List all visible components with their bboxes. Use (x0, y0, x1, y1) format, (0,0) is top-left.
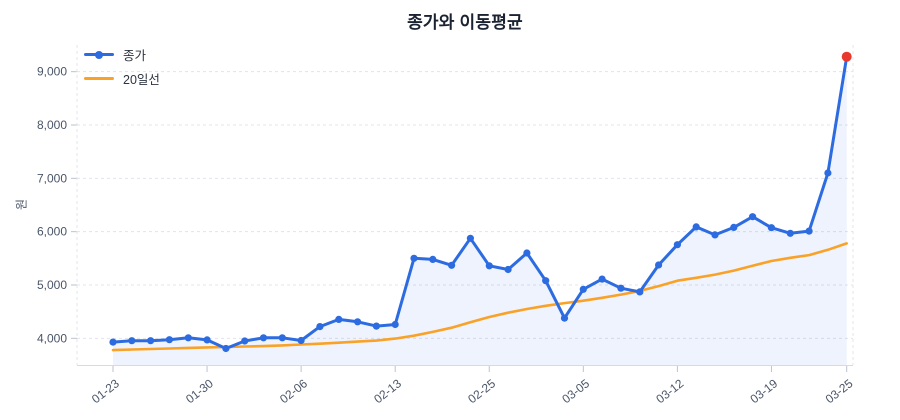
data-point[interactable] (485, 262, 493, 270)
x-tick-label: 02-13 (371, 376, 404, 406)
legend-item-ma[interactable]: 20일선 (84, 69, 160, 88)
data-point[interactable] (730, 223, 738, 231)
data-point[interactable] (786, 229, 794, 237)
data-point[interactable] (354, 318, 362, 326)
data-point[interactable] (410, 254, 418, 262)
data-point[interactable] (598, 275, 606, 283)
legend: 종가 20일선 (84, 45, 160, 88)
data-point[interactable] (824, 169, 832, 177)
data-point[interactable] (429, 255, 437, 263)
x-tick-label: 02-25 (465, 376, 498, 406)
data-point[interactable] (749, 213, 757, 221)
x-tick-label: 03-25 (823, 376, 856, 406)
data-point[interactable] (241, 337, 249, 345)
x-tick-label: 03-12 (653, 376, 686, 406)
data-point[interactable] (692, 223, 700, 231)
data-point[interactable] (203, 336, 211, 344)
data-point[interactable] (165, 336, 173, 344)
data-point[interactable] (579, 285, 587, 293)
x-tick-label: 02-06 (277, 376, 310, 406)
data-point[interactable] (673, 241, 682, 249)
close-marker-icon (95, 50, 103, 59)
data-point[interactable] (297, 336, 305, 345)
x-tick-label: 03-19 (747, 376, 780, 406)
y-tick-label: 6,000 (37, 225, 67, 239)
data-point[interactable] (335, 315, 343, 323)
chart-title: 종가와 이동평균 (407, 13, 523, 32)
data-point[interactable] (466, 234, 474, 242)
data-point[interactable] (147, 337, 155, 345)
data-point[interactable] (542, 277, 550, 285)
x-tick-label: 03-05 (559, 376, 592, 406)
data-point[interactable] (560, 314, 569, 322)
data-point[interactable] (636, 288, 644, 296)
y-tick-label: 4,000 (37, 331, 67, 345)
ma-line (111, 242, 848, 352)
data-point[interactable] (523, 249, 531, 257)
legend-label-close: 종가 (123, 49, 147, 63)
data-point[interactable] (767, 224, 776, 232)
legend-item-close[interactable]: 종가 (84, 45, 160, 64)
x-tick-label: 01-23 (89, 376, 122, 406)
y-tick-label: 9,000 (37, 65, 67, 79)
x-tick-label: 01-30 (183, 376, 216, 406)
data-point[interactable] (278, 334, 286, 342)
data-point[interactable] (448, 261, 456, 269)
data-point[interactable] (617, 284, 625, 292)
y-tick-label: 7,000 (37, 171, 67, 185)
data-point[interactable] (184, 334, 192, 342)
ma-series-swatch (84, 77, 114, 80)
data-point[interactable] (109, 338, 117, 346)
data-point[interactable] (259, 334, 268, 342)
y-tick-label: 8,000 (37, 118, 67, 132)
close-series-swatch (84, 50, 114, 59)
data-point[interactable] (711, 231, 719, 239)
area-fill (113, 56, 847, 365)
data-point[interactable] (372, 322, 380, 330)
data-point[interactable] (316, 323, 324, 331)
data-point[interactable] (222, 344, 230, 353)
data-point[interactable] (391, 320, 399, 329)
data-point[interactable] (655, 261, 663, 269)
legend-label-ma: 20일선 (123, 73, 160, 87)
close-line (111, 55, 849, 350)
final-point[interactable] (841, 51, 852, 62)
y-tick-label: 5,000 (37, 278, 67, 292)
data-point[interactable] (504, 265, 512, 274)
data-point[interactable] (805, 227, 813, 235)
data-point[interactable] (128, 337, 136, 345)
